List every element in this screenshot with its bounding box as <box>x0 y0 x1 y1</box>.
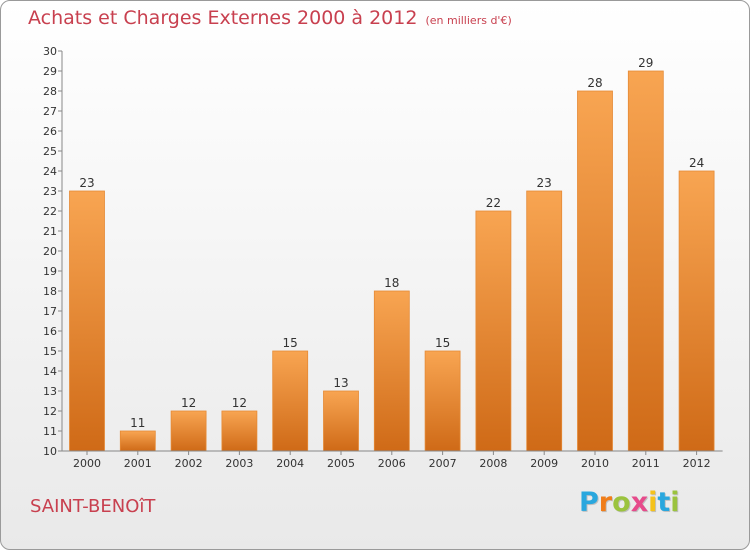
bar-2009 <box>526 190 563 452</box>
x-tick-label: 2007 <box>429 457 457 470</box>
y-tick-label: 27 <box>43 105 57 118</box>
bars: 23 11 12 12 15 13 18 15 22 23 28 29 24 <box>69 56 715 452</box>
logo-letter: i <box>648 487 658 518</box>
bar-2012 <box>678 170 715 452</box>
bar-value-label: 23 <box>79 176 94 190</box>
y-tick-label: 26 <box>43 125 57 138</box>
bar-2011 <box>627 70 664 452</box>
logo-letter: o <box>612 487 631 518</box>
bar-value-label: 12 <box>232 396 247 410</box>
y-tick-label: 10 <box>43 445 57 458</box>
x-tick-label: 2000 <box>73 457 101 470</box>
y-tick-label: 25 <box>43 145 57 158</box>
x-tick-label: 2008 <box>479 457 507 470</box>
bar-2007 <box>424 350 461 452</box>
y-tick-label: 19 <box>43 265 57 278</box>
bar-value-label: 28 <box>587 76 602 90</box>
logo-letter: t <box>657 487 671 518</box>
logo-letter: x <box>630 487 649 518</box>
y-tick-label: 28 <box>43 85 57 98</box>
y-tick-label: 21 <box>43 225 57 238</box>
city-name: SAINT-BENOîT <box>30 496 156 517</box>
bar-2006 <box>373 290 410 452</box>
bar-value-label: 13 <box>333 376 348 390</box>
y-tick-label: 17 <box>43 305 57 318</box>
bar-value-label: 11 <box>130 416 145 430</box>
chart-title: Achats et Charges Externes 2000 à 2012 (e… <box>28 7 512 29</box>
bar-value-label: 24 <box>689 156 704 170</box>
bar-2001 <box>119 430 156 452</box>
y-tick-label: 24 <box>43 165 57 178</box>
x-tick-label: 2005 <box>327 457 355 470</box>
bar-value-label: 15 <box>435 336 450 350</box>
y-tick-label: 12 <box>43 405 57 418</box>
proxiti-logo[interactable]: Proxiti <box>579 487 680 518</box>
bar-value-label: 29 <box>638 56 653 70</box>
x-tick-label: 2001 <box>124 457 152 470</box>
y-tick-label: 15 <box>43 345 57 358</box>
bar-2000 <box>69 190 105 452</box>
x-tick-label: 2006 <box>378 457 406 470</box>
bar-value-label: 22 <box>486 196 501 210</box>
y-tick-label: 30 <box>43 45 57 58</box>
logo-letter: P <box>579 487 599 518</box>
bar-value-label: 23 <box>537 176 552 190</box>
bar-2004 <box>272 350 309 452</box>
y-tick-label: 23 <box>43 185 57 198</box>
y-tick-label: 11 <box>43 425 57 438</box>
bar-2003 <box>221 410 258 452</box>
y-tick-label: 20 <box>43 245 57 258</box>
logo-letter: i <box>670 487 680 518</box>
bar-2010 <box>577 90 613 452</box>
y-tick-label: 22 <box>43 205 57 218</box>
y-tick-label: 29 <box>43 65 57 78</box>
bar-value-label: 18 <box>384 276 399 290</box>
chart-subtitle: (en milliers d'€) <box>425 14 512 27</box>
bar-value-label: 12 <box>181 396 196 410</box>
logo-letter: r <box>598 487 613 518</box>
bar-2002 <box>170 410 207 452</box>
y-tick-label: 16 <box>43 325 57 338</box>
bar-2005 <box>323 390 359 452</box>
chart-title-text: Achats et Charges Externes 2000 à 2012 <box>28 7 418 29</box>
x-tick-label: 2010 <box>581 457 609 470</box>
x-axis: 2000 2001 2002 2003 2004 2005 2006 2007 2008 2009… <box>62 450 723 470</box>
y-axis: 10 11 12 13 14 15 16 17 18 19 20 21 22 23 24 25 26 27 28 29… <box>43 45 63 458</box>
x-tick-label: 2004 <box>276 457 304 470</box>
bar-value-label: 15 <box>283 336 298 350</box>
x-tick-label: 2012 <box>683 457 711 470</box>
x-tick-label: 2002 <box>175 457 203 470</box>
x-tick-label: 2009 <box>530 457 558 470</box>
x-tick-label: 2011 <box>632 457 660 470</box>
x-tick-label: 2003 <box>225 457 253 470</box>
bar-2008 <box>475 210 512 452</box>
y-tick-label: 14 <box>43 365 57 378</box>
y-tick-label: 18 <box>43 285 57 298</box>
y-tick-label: 13 <box>43 385 57 398</box>
